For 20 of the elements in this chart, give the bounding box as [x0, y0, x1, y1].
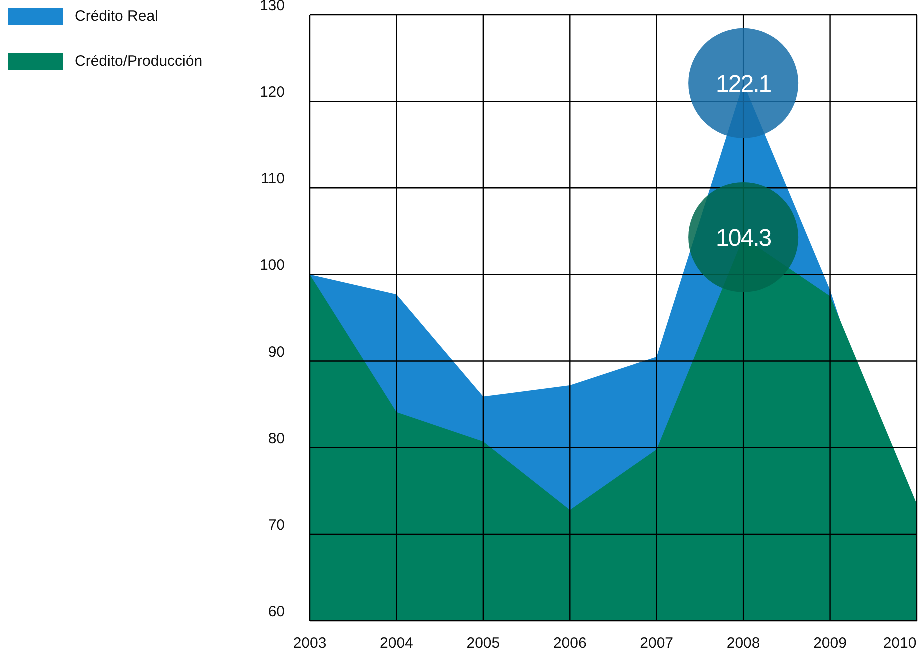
- x-tick-label: 2006: [553, 635, 587, 652]
- legend-label: Crédito/Producción: [75, 53, 203, 70]
- y-tick-label: 90: [268, 344, 285, 361]
- y-tick-label: 100: [260, 257, 285, 274]
- x-tick-label: 2008: [726, 635, 760, 652]
- y-tick-label: 80: [268, 430, 285, 448]
- y-tick-label: 130: [260, 0, 285, 14]
- data-label: 122.1: [716, 70, 772, 98]
- x-tick-label: 2004: [380, 635, 414, 652]
- x-tick-label: 2007: [640, 635, 674, 652]
- legend-label: Crédito Real: [75, 8, 158, 25]
- y-tick-label: 70: [268, 516, 285, 534]
- y-tick-label: 60: [268, 604, 285, 620]
- x-tick-label: 2003: [293, 635, 327, 652]
- y-tick-label: 110: [261, 170, 285, 188]
- x-tick-label: 2005: [466, 635, 500, 652]
- data-label: 104.3: [716, 224, 772, 252]
- y-tick-label: 120: [260, 84, 285, 102]
- x-tick-label: 2009: [814, 635, 847, 652]
- x-tick-label: 2010: [883, 635, 917, 652]
